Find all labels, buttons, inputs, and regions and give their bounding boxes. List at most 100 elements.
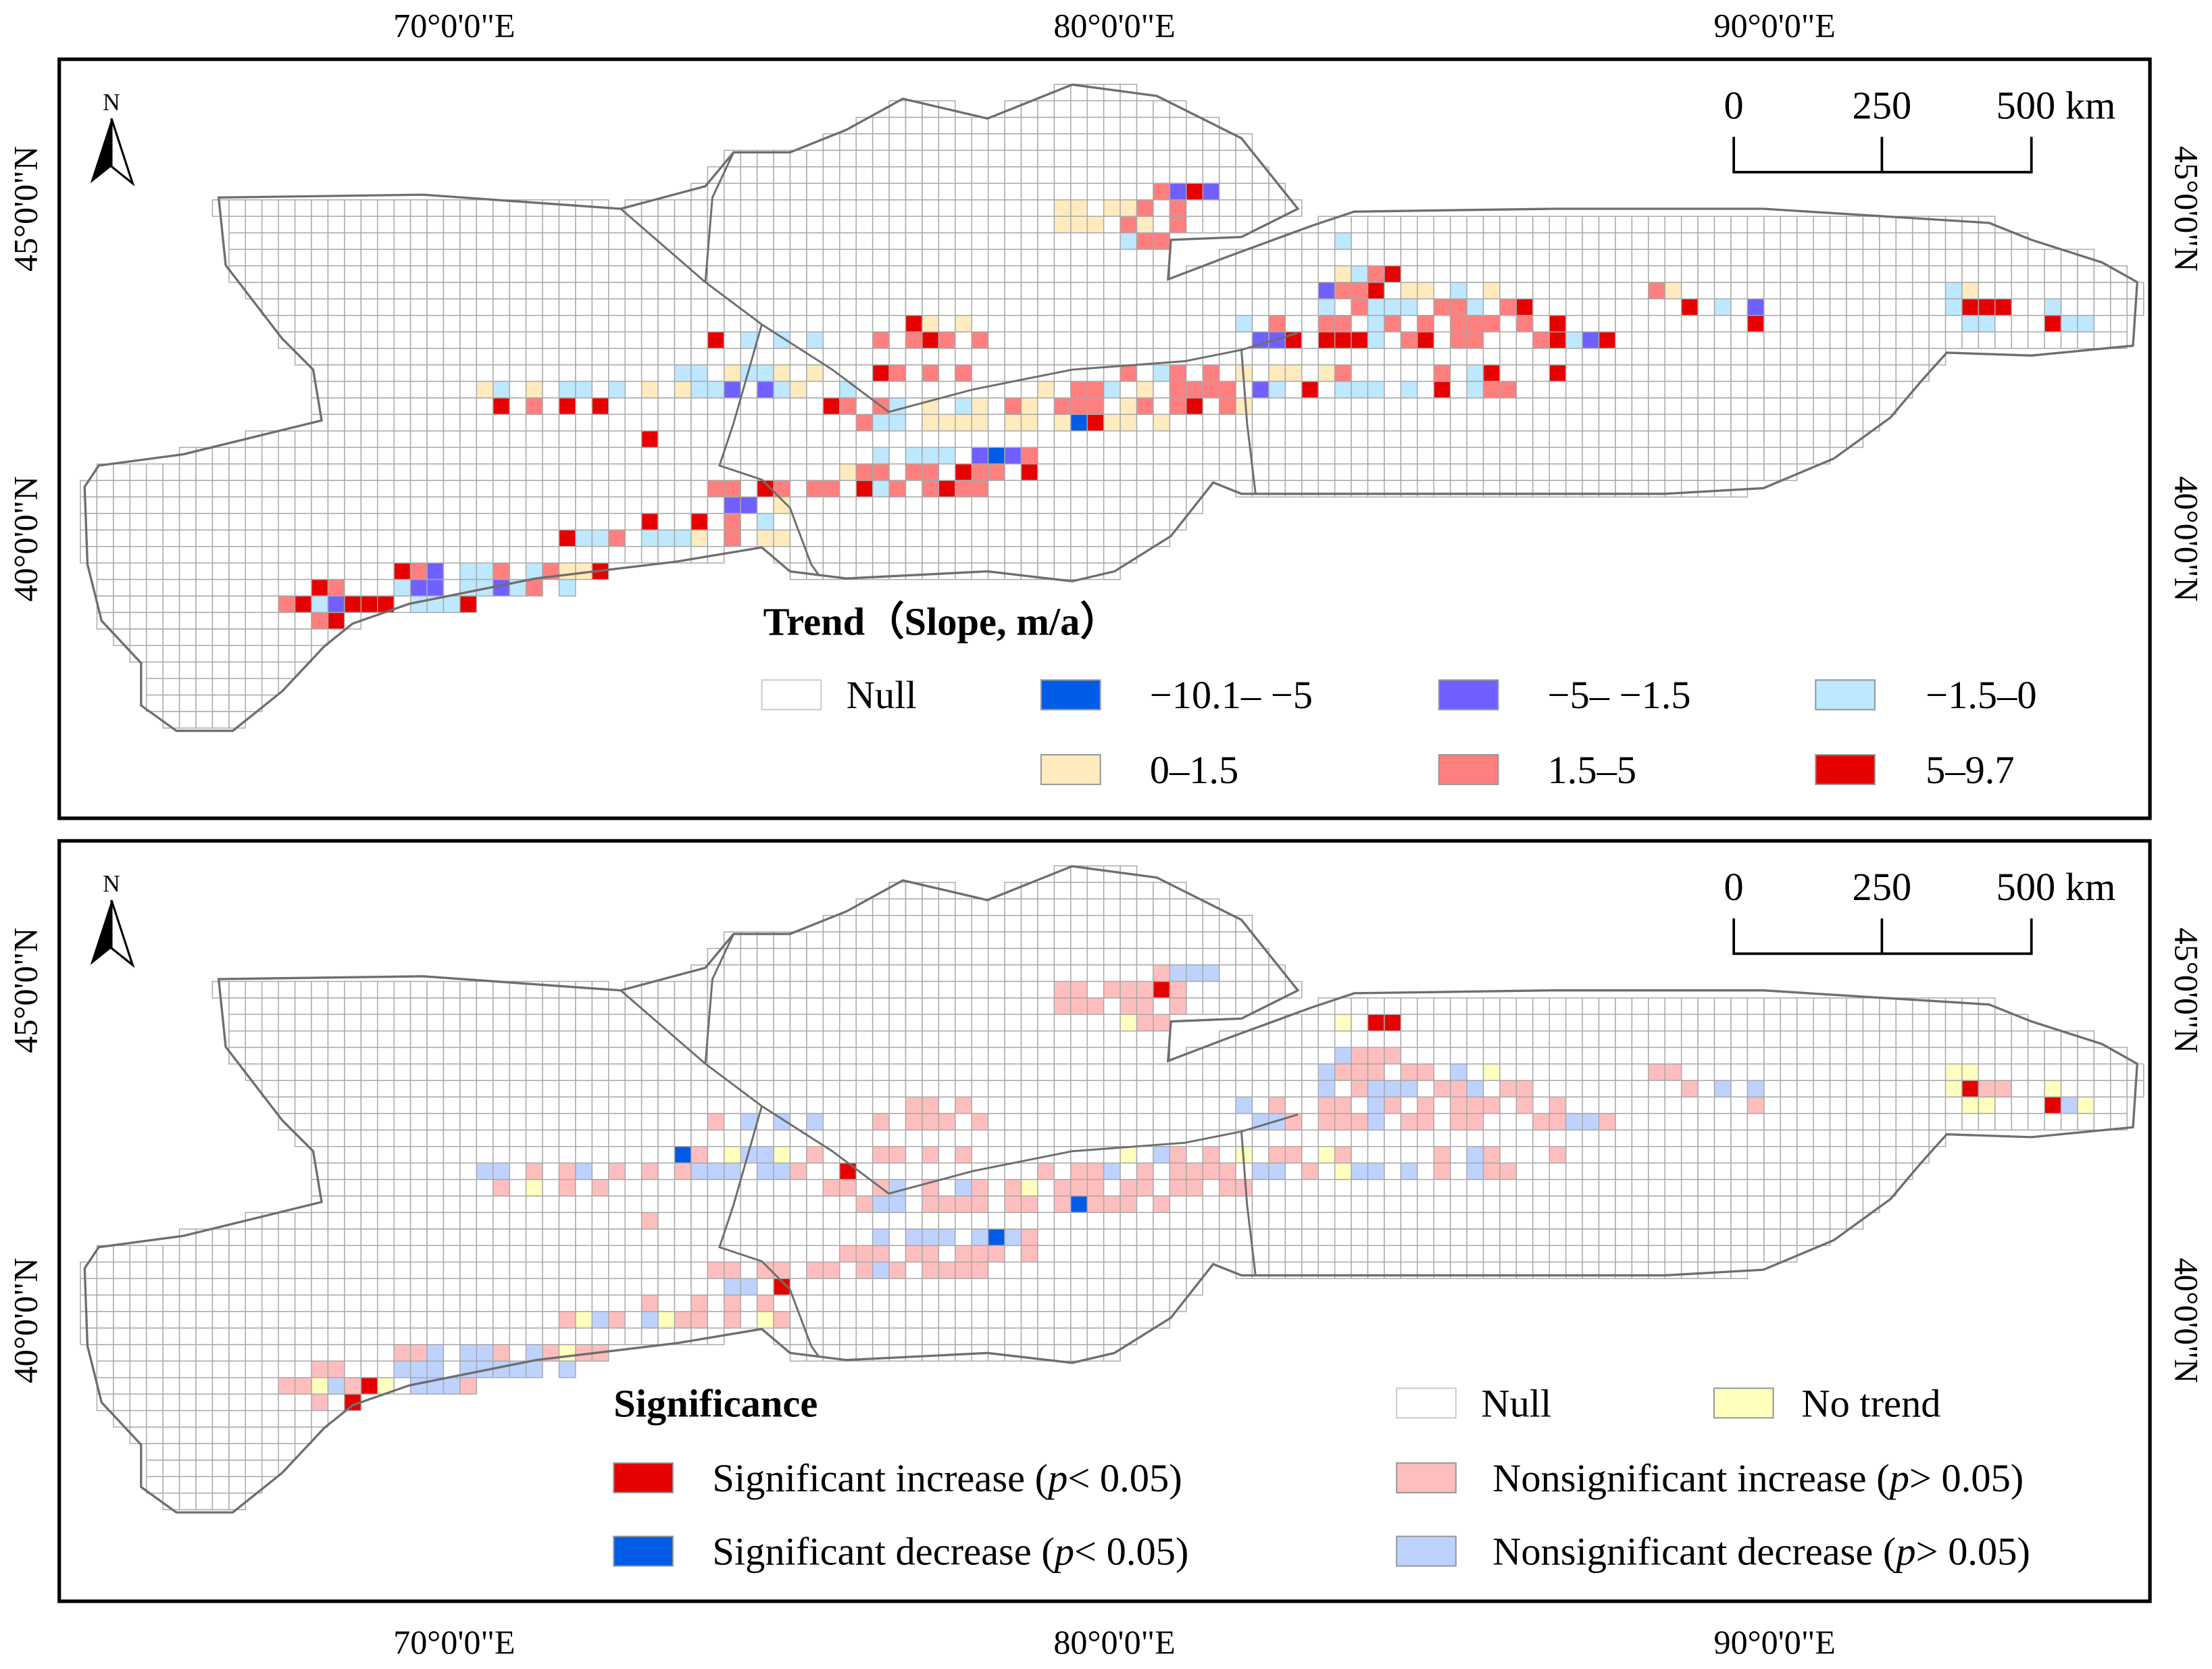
grid-cell (1202, 447, 1220, 465)
grid-cell (1186, 1146, 1203, 1164)
grid-cell (443, 1096, 461, 1114)
grid-cell (690, 282, 709, 300)
grid-cell (1317, 347, 1336, 366)
grid-cell (591, 1195, 609, 1214)
grid-cell (1251, 364, 1270, 382)
grid-cell (1730, 1228, 1749, 1247)
grid-cell (1400, 414, 1418, 432)
grid-cell (278, 628, 296, 647)
grid-cell (1367, 249, 1385, 267)
grid-cell (608, 1195, 626, 1214)
grid-cell (1763, 331, 1782, 349)
grid-cell (1813, 1014, 1831, 1032)
grid-cell (1680, 1162, 1699, 1180)
grid-cell (311, 1294, 329, 1312)
grid-cell (1582, 463, 1600, 481)
grid-cell (278, 1410, 296, 1428)
grid-cell (1582, 1228, 1600, 1247)
grid-cell (1037, 1294, 1055, 1312)
grid-cell (476, 298, 494, 316)
grid-cell (789, 1113, 807, 1131)
grid-cell-i (1020, 1195, 1038, 1214)
grid-cell (1186, 1195, 1203, 1214)
grid-cell (327, 397, 345, 416)
grid-cell (129, 1278, 147, 1296)
grid-cell-R (1515, 298, 1534, 316)
grid-cell-p (1053, 397, 1072, 416)
grid-cell (1186, 1096, 1203, 1114)
grid-cell-i (1120, 980, 1138, 999)
grid-cell (228, 694, 247, 712)
grid-cell (789, 166, 807, 184)
grid-cell (640, 1245, 659, 1263)
grid-cell (1433, 397, 1451, 416)
grid-cell (1351, 1178, 1369, 1197)
grid-cell (822, 298, 840, 316)
grid-cell (1879, 1080, 1897, 1098)
grid-cell (806, 1047, 824, 1065)
grid-cell (1037, 133, 1055, 151)
grid-cell (1829, 1096, 1847, 1114)
grid-cell (1713, 331, 1732, 349)
grid-cell (1020, 980, 1038, 999)
grid-cell (80, 546, 98, 564)
grid-cell (640, 315, 659, 332)
grid-cell (377, 298, 395, 316)
grid-cell (409, 513, 428, 531)
grid-cell-d (459, 1344, 478, 1362)
grid-cell (96, 529, 114, 547)
grid-cell (261, 1344, 279, 1362)
grid-cell (1482, 1228, 1501, 1247)
grid-cell (1796, 1162, 1814, 1180)
grid-cell (1532, 1245, 1550, 1263)
grid-cell (1053, 1311, 1072, 1329)
grid-cell-i (1120, 1178, 1138, 1197)
grid-cell-L (1400, 298, 1418, 316)
grid-cell (872, 1278, 890, 1296)
grid-cell (872, 947, 890, 966)
grid-cell (773, 249, 791, 267)
grid-cell (756, 980, 774, 999)
grid-cell (707, 496, 725, 514)
grid-cell (987, 414, 1005, 432)
grid-cell (938, 931, 956, 949)
grid-cell (1697, 1080, 1715, 1098)
grid-cell (1549, 1212, 1567, 1230)
grid-cell (1713, 447, 1732, 465)
grid-cell (245, 199, 263, 217)
grid-cell (211, 513, 230, 531)
grid-cell (476, 1047, 494, 1065)
grid-cell (608, 1113, 626, 1131)
grid-cell (1813, 249, 1831, 267)
grid-cell (195, 1410, 213, 1428)
grid-cell (1615, 216, 1633, 234)
grid-cell (1829, 1178, 1847, 1197)
grid-cell (1911, 282, 1930, 300)
grid-cell (1565, 1178, 1583, 1197)
grid-cell (178, 1278, 197, 1296)
grid-cell (1070, 149, 1088, 168)
grid-cell (1202, 282, 1220, 300)
grid-cell (1598, 1047, 1616, 1065)
legend-label-text: Significant decrease ( (712, 1529, 1054, 1573)
grid-cell (493, 199, 510, 217)
grid-cell (509, 1195, 527, 1214)
grid-cell (955, 216, 972, 234)
grid-cell (756, 947, 774, 966)
grid-cell (674, 430, 692, 448)
grid-cell (1136, 447, 1154, 465)
grid-cell (1598, 1080, 1616, 1098)
grid-cell (1384, 397, 1402, 416)
grid-cell (822, 496, 840, 514)
grid-cell (1911, 315, 1930, 332)
grid-cell (344, 1262, 362, 1279)
grid-cell (1515, 1047, 1534, 1065)
grid-cell (129, 1311, 147, 1329)
legend-label: Nonsignificant increase (p> 0.05) (1492, 1456, 2024, 1500)
grid-cell (525, 513, 543, 531)
grid-cell (129, 1262, 147, 1279)
grid-cell (987, 1063, 1005, 1081)
grid-cell (822, 166, 840, 184)
grid-cell (1994, 265, 2013, 283)
grid-cell-d (393, 1360, 411, 1378)
